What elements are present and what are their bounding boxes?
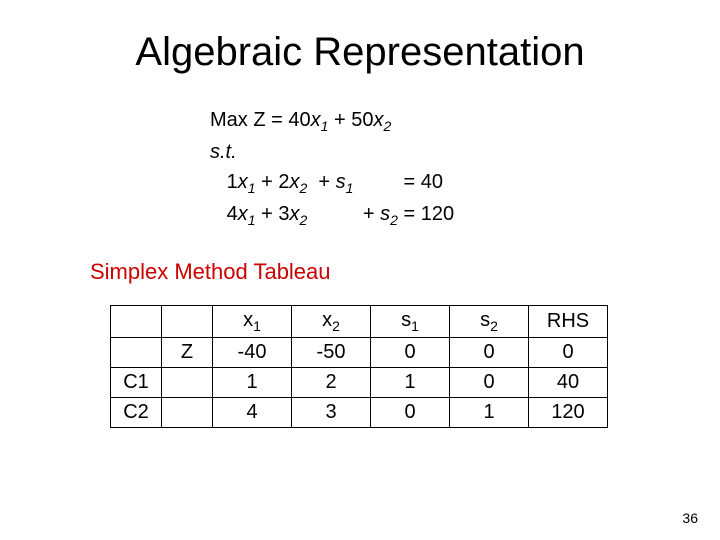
cell: Z — [162, 338, 213, 368]
cell: 1 — [213, 368, 292, 398]
c1-a1: 1 — [227, 171, 238, 193]
obj-c2: 50 — [351, 109, 373, 131]
var-x: x — [373, 109, 383, 131]
cell: 1 — [371, 368, 450, 398]
cell: 0 — [450, 338, 529, 368]
sub-1: 1 — [248, 180, 256, 196]
cell: 1 — [450, 398, 529, 428]
cell: -50 — [292, 338, 371, 368]
cell — [162, 368, 213, 398]
obj-prefix: Max Z = — [210, 109, 288, 131]
cell: 40 — [529, 368, 608, 398]
sub-2: 2 — [383, 118, 391, 134]
cell: 120 — [529, 398, 608, 428]
sub-1: 1 — [321, 118, 329, 134]
sub-2: 2 — [300, 180, 308, 196]
var-x: x — [238, 203, 248, 225]
obj-c1: 40 — [288, 109, 310, 131]
var-x: x — [311, 109, 321, 131]
c1-a2: 2 — [278, 171, 289, 193]
c1-rhs: 40 — [421, 171, 443, 193]
c2-a1: 4 — [227, 203, 238, 225]
tableau-container: x1 x2 s1 s2 RHS Z -40 -50 0 0 0 C1 1 2 1 — [110, 305, 680, 428]
plus: + — [334, 109, 351, 131]
c2-rhs: 120 — [421, 203, 454, 225]
cell: C1 — [111, 368, 162, 398]
sub-1: 1 — [248, 212, 256, 228]
cell: 0 — [371, 338, 450, 368]
col-s2: s2 — [450, 306, 529, 338]
cell: 0 — [450, 368, 529, 398]
col-blank-1 — [111, 306, 162, 338]
col-x1: x1 — [213, 306, 292, 338]
sub-2: 2 — [300, 212, 308, 228]
c2-a2: 3 — [278, 203, 289, 225]
cell — [111, 338, 162, 368]
cell: 3 — [292, 398, 371, 428]
col-rhs: RHS — [529, 306, 608, 338]
cell: -40 — [213, 338, 292, 368]
lp-formulation: Max Z = 40x1 + 50x2 s.t. 1x1 + 2x2 + s1 … — [210, 105, 680, 231]
cell: 2 — [292, 368, 371, 398]
cell: C2 — [111, 398, 162, 428]
var-x: x — [238, 171, 248, 193]
sub-2: 2 — [390, 212, 398, 228]
constraint-2: 4x1 + 3x2 + s2 = 120 — [210, 199, 680, 231]
objective-row: Max Z = 40x1 + 50x2 — [210, 105, 680, 137]
table-header-row: x1 x2 s1 s2 RHS — [111, 306, 608, 338]
table-row: Z -40 -50 0 0 0 — [111, 338, 608, 368]
col-s1: s1 — [371, 306, 450, 338]
table-row: C1 1 2 1 0 40 — [111, 368, 608, 398]
section-heading: Simplex Method Tableau — [90, 259, 680, 285]
col-x2: x2 — [292, 306, 371, 338]
var-x: x — [290, 171, 300, 193]
st-row: s.t. — [210, 137, 680, 167]
slide-title: Algebraic Representation — [40, 30, 680, 75]
cell — [162, 398, 213, 428]
cell: 0 — [371, 398, 450, 428]
simplex-tableau: x1 x2 s1 s2 RHS Z -40 -50 0 0 0 C1 1 2 1 — [110, 305, 608, 428]
page-number: 36 — [682, 510, 698, 526]
var-s: s — [380, 203, 390, 225]
cell: 4 — [213, 398, 292, 428]
table-row: C2 4 3 0 1 120 — [111, 398, 608, 428]
col-blank-2 — [162, 306, 213, 338]
slide: Algebraic Representation Max Z = 40x1 + … — [0, 0, 720, 540]
var-s: s — [336, 171, 346, 193]
var-x: x — [290, 203, 300, 225]
sub-1: 1 — [346, 180, 354, 196]
constraint-1: 1x1 + 2x2 + s1 = 40 — [210, 167, 680, 199]
cell: 0 — [529, 338, 608, 368]
